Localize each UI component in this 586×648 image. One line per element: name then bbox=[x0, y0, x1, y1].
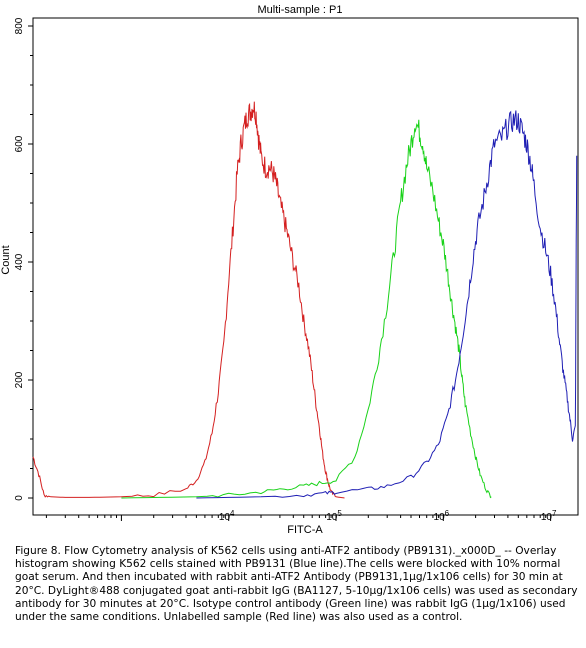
y-tick-label: 400 bbox=[14, 253, 25, 270]
series-line-2 bbox=[196, 110, 578, 499]
y-tick-label: 600 bbox=[14, 135, 25, 152]
x-tick-exponent: 4 bbox=[230, 509, 235, 518]
y-tick-label: 0 bbox=[14, 495, 25, 501]
chart-title: Multi-sample : P1 bbox=[258, 4, 343, 16]
x-tick-label: 107 bbox=[541, 509, 557, 523]
figure-caption: Figure 8. Flow Cytometry analysis of K56… bbox=[15, 545, 578, 624]
x-tick-label: 104 bbox=[219, 509, 235, 523]
x-tick-exponent: 6 bbox=[445, 509, 450, 518]
series-layer bbox=[32, 101, 578, 499]
y-tick-label: 200 bbox=[14, 371, 25, 388]
series-line-1 bbox=[121, 119, 492, 499]
y-axis-label: Count bbox=[0, 245, 12, 274]
x-tick-base: 10 bbox=[541, 512, 553, 523]
series-line-0 bbox=[32, 101, 345, 499]
x-axis-ticks: 104 105 106 107 bbox=[45, 509, 557, 523]
y-axis-ticks: 0 200 400 600 800 bbox=[14, 17, 33, 501]
x-tick-label: 106 bbox=[434, 509, 450, 523]
y-tick-label: 800 bbox=[14, 17, 25, 34]
x-tick-base: 10 bbox=[434, 512, 446, 523]
x-tick-base: 10 bbox=[326, 512, 338, 523]
plot-frame bbox=[32, 17, 579, 516]
x-tick-exponent: 7 bbox=[552, 509, 557, 518]
x-tick-base: 10 bbox=[219, 512, 231, 523]
x-tick-exponent: 5 bbox=[337, 509, 342, 518]
x-tick-label: 105 bbox=[326, 509, 342, 523]
x-axis-label: FITC-A bbox=[287, 524, 323, 536]
